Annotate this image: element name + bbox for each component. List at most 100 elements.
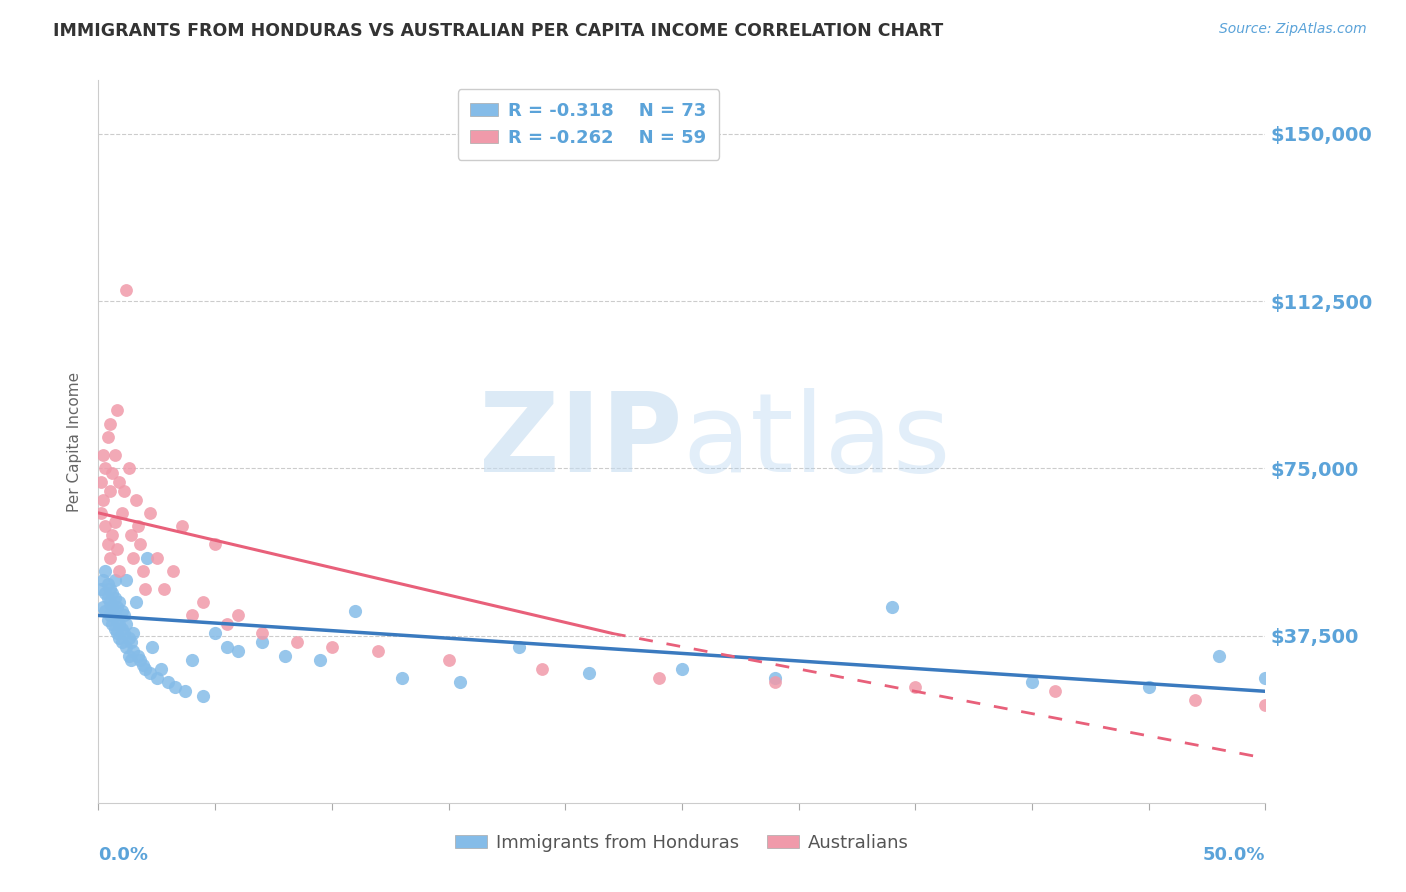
Point xyxy=(437,653,460,667)
Point xyxy=(1371,720,1393,734)
Point xyxy=(125,595,148,609)
Point xyxy=(108,617,131,632)
Point xyxy=(122,644,145,658)
Point xyxy=(118,461,141,475)
Point xyxy=(274,648,297,663)
Point xyxy=(508,640,530,654)
Point xyxy=(215,640,238,654)
Y-axis label: Per Capita Income: Per Capita Income xyxy=(67,371,83,512)
Point xyxy=(1254,671,1277,685)
Point xyxy=(1278,702,1301,716)
Point xyxy=(321,640,343,654)
Point xyxy=(285,635,308,649)
Point xyxy=(1254,698,1277,712)
Point xyxy=(530,662,553,676)
Point xyxy=(162,564,184,578)
Point xyxy=(91,448,114,462)
Point xyxy=(180,608,202,623)
Point xyxy=(1301,706,1323,721)
Point xyxy=(215,617,238,632)
Point xyxy=(104,448,127,462)
Point xyxy=(105,613,128,627)
Point xyxy=(90,506,112,520)
Point xyxy=(391,671,413,685)
Point xyxy=(228,608,250,623)
Point xyxy=(112,483,135,498)
Point xyxy=(97,591,120,605)
Point xyxy=(204,626,226,640)
Text: Source: ZipAtlas.com: Source: ZipAtlas.com xyxy=(1219,22,1367,37)
Text: 0.0%: 0.0% xyxy=(98,847,149,864)
Point xyxy=(115,283,138,297)
Point xyxy=(108,475,131,489)
Point xyxy=(228,644,250,658)
Point xyxy=(115,617,138,632)
Point xyxy=(108,564,131,578)
Point xyxy=(101,604,124,618)
Point xyxy=(904,680,927,694)
Point xyxy=(1347,715,1369,730)
Point xyxy=(91,573,114,587)
Point xyxy=(98,582,121,596)
Point xyxy=(1045,684,1067,698)
Point xyxy=(1208,648,1230,663)
Point xyxy=(129,537,152,551)
Point xyxy=(105,626,128,640)
Point xyxy=(1184,693,1206,707)
Point xyxy=(94,564,117,578)
Point xyxy=(193,595,215,609)
Point xyxy=(173,684,195,698)
Text: 50.0%: 50.0% xyxy=(1204,847,1265,864)
Point xyxy=(98,483,121,498)
Point xyxy=(94,461,117,475)
Point xyxy=(94,586,117,600)
Point xyxy=(111,622,134,636)
Point xyxy=(101,528,124,542)
Point xyxy=(105,403,128,417)
Point xyxy=(101,466,124,480)
Point xyxy=(105,541,128,556)
Point xyxy=(132,564,155,578)
Point xyxy=(108,595,131,609)
Point xyxy=(134,662,156,676)
Point xyxy=(165,680,187,694)
Point xyxy=(98,550,121,565)
Point xyxy=(104,622,127,636)
Point xyxy=(120,653,142,667)
Point xyxy=(172,519,194,533)
Point xyxy=(146,671,169,685)
Point xyxy=(122,550,145,565)
Point xyxy=(115,573,138,587)
Point xyxy=(150,662,173,676)
Point xyxy=(367,644,389,658)
Point xyxy=(105,599,128,614)
Point xyxy=(91,599,114,614)
Point xyxy=(101,586,124,600)
Point xyxy=(127,519,149,533)
Point xyxy=(111,635,134,649)
Point xyxy=(250,626,273,640)
Point xyxy=(111,604,134,618)
Point xyxy=(120,528,142,542)
Point xyxy=(112,608,135,623)
Point xyxy=(1395,724,1406,739)
Point xyxy=(118,648,141,663)
Point xyxy=(146,550,169,565)
Point xyxy=(1324,711,1347,725)
Legend: Immigrants from Honduras, Australians: Immigrants from Honduras, Australians xyxy=(447,826,917,859)
Point xyxy=(763,671,786,685)
Point xyxy=(763,675,786,690)
Point xyxy=(104,573,127,587)
Point xyxy=(94,519,117,533)
Point xyxy=(125,492,148,507)
Point xyxy=(90,475,112,489)
Point xyxy=(647,671,669,685)
Point xyxy=(118,631,141,645)
Point xyxy=(136,550,159,565)
Point xyxy=(101,599,124,614)
Point xyxy=(880,599,903,614)
Point xyxy=(98,595,121,609)
Point xyxy=(115,640,138,654)
Point xyxy=(139,666,162,681)
Text: ZIP: ZIP xyxy=(478,388,682,495)
